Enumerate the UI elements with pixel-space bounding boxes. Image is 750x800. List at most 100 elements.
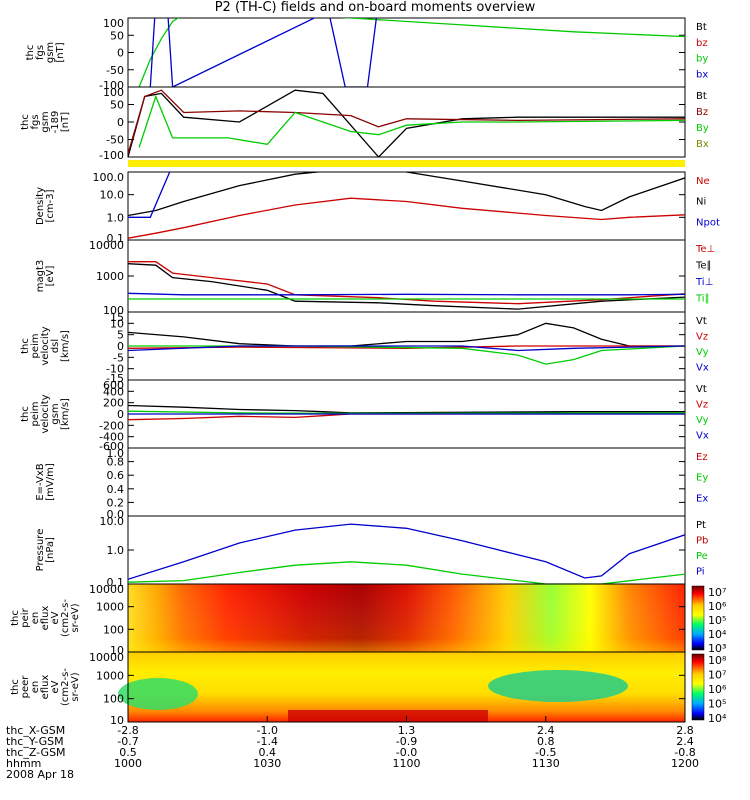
y-label-line: thc	[10, 679, 21, 695]
y-axis-label: Pressure[nPa]	[35, 529, 56, 572]
legend-entry: Bt	[696, 22, 707, 33]
y-tick-label: -600	[99, 440, 124, 453]
y-tick-label: 10.0	[100, 189, 125, 202]
y-axis-label: E=-VxB[mV/m]	[35, 463, 56, 501]
y-label-line: [eV]	[45, 266, 56, 287]
x-row-value: 0.4	[258, 746, 277, 759]
y-label-line: sr-eV)	[70, 603, 81, 632]
legend-entry: Pi	[696, 567, 705, 578]
legend-entry: Bt	[696, 91, 707, 102]
legend-entry: Vy	[696, 415, 709, 426]
y-tick-label: -100	[99, 149, 124, 162]
series-line-Te∥	[128, 263, 685, 310]
legend-entry: Pb	[696, 536, 708, 547]
series-group	[128, 322, 685, 365]
y-label-line: velocity	[40, 394, 51, 433]
legend-entry: Npot	[696, 217, 720, 228]
y-axis-label: Density[cm-3]	[35, 187, 56, 225]
y-tick-label: 10	[110, 644, 124, 657]
y-label-line: peim	[30, 333, 41, 358]
y-axis-label: magt3[eV]	[35, 260, 56, 293]
y-label-line: gsm	[45, 42, 56, 63]
x-row-value: 0.5	[119, 746, 137, 759]
heatmap-electron-blob	[488, 670, 628, 702]
y-axis-label: thcpeerenefluxeV(cm2-s-sr-eV)	[10, 668, 81, 706]
x-row-value: 0.8	[537, 735, 555, 748]
x-row-value: 2.4	[676, 735, 694, 748]
y-tick-label: 10	[110, 714, 124, 727]
y-label-line: sr-eV)	[70, 672, 81, 701]
legend-entry: by	[696, 54, 708, 65]
colorbar	[691, 585, 705, 651]
x-row-value: -2.8	[117, 724, 139, 737]
panel-9: thcpeirenefluxeV(cm2-s-sr-eV)	[10, 583, 705, 653]
y-label-line: thc	[20, 406, 31, 422]
panel-frame	[127, 447, 686, 517]
series-line-Ni	[128, 172, 685, 217]
series-line-Vx	[128, 345, 685, 352]
y-label-line: eflux	[40, 675, 51, 700]
y-label-line: [cm-3]	[45, 189, 56, 222]
x-row-value: 1000	[114, 757, 142, 770]
panel-1: thcfgsgsm[nT]	[25, 17, 686, 88]
legend-entry: Ti⊥	[695, 277, 713, 288]
y-tick-label: -50	[106, 134, 124, 147]
legend-entry: bx	[696, 69, 708, 80]
y-tick-label: 1.0	[107, 211, 125, 224]
y-tick-label: 100	[103, 623, 124, 636]
y-tick-label: 100	[103, 86, 124, 99]
y-tick-label: 15	[110, 311, 124, 324]
y-tick-label: 1000	[96, 270, 124, 283]
series-group	[128, 404, 685, 421]
y-label-line: gsm	[50, 403, 61, 424]
panel-frame	[127, 515, 686, 585]
date-label: 2008 Apr 18	[6, 768, 75, 781]
y-label-line: [nT]	[55, 42, 66, 62]
series-line-Te⊥	[128, 261, 685, 305]
series-line-Vy	[128, 410, 685, 415]
y-tick-label: 50	[110, 29, 124, 42]
y-label-line: E=-VxB	[35, 463, 46, 500]
series-line-Pi	[128, 523, 685, 580]
y-label-line: [nPa]	[45, 537, 56, 563]
x-row-value: -1.0	[256, 724, 278, 737]
series-group	[128, 261, 685, 310]
series-line-Ti⊥	[128, 292, 685, 296]
series-group	[128, 523, 685, 584]
series-line-Ne	[128, 197, 685, 239]
series-line-by	[138, 18, 685, 87]
y-tick-label: 0.1	[107, 576, 125, 589]
y-label-line: eV	[50, 680, 61, 693]
y-tick-label: 10.0	[100, 515, 125, 528]
x-row-value: -0.0	[395, 746, 418, 759]
x-row-value: 2.4	[537, 724, 555, 737]
y-tick-label: 1.0	[107, 544, 125, 557]
page-title: P2 (TH-C) fields and on-board moments ov…	[214, 0, 536, 15]
legend-entry: Vy	[696, 347, 709, 358]
y-tick-label: 100	[103, 304, 124, 317]
legend-entry: Ne	[696, 176, 710, 187]
x-row-value: 1100	[392, 757, 421, 770]
colorbar-tick-label: 10⁵	[708, 698, 726, 711]
colorbar-scale	[691, 585, 705, 651]
x-row-value: 2.8	[676, 724, 694, 737]
y-tick-label: 0.8	[107, 456, 125, 469]
x-row-label: hhmm	[6, 757, 42, 770]
x-row-label: thc_X-GSM	[6, 724, 66, 737]
y-tick-label: 100	[103, 693, 124, 706]
y-label-line: velocity	[40, 326, 51, 365]
panel-3: Density[cm-3]	[35, 171, 686, 241]
series-line-By	[138, 94, 685, 148]
heatmap-electron-blob	[118, 678, 198, 710]
y-tick-label: 10000	[89, 239, 124, 252]
y-tick-label: 600	[103, 379, 124, 392]
x-row-value: 1030	[253, 757, 282, 770]
y-tick-label: -100	[99, 79, 124, 92]
y-label-line: eV	[50, 611, 61, 624]
series-line-Bz	[128, 89, 685, 154]
series-line-Pe	[128, 561, 685, 584]
legend-entry: Vt	[696, 316, 707, 327]
panel-frame	[127, 171, 686, 241]
y-label-line: thc	[20, 338, 31, 354]
y-label-line: peim	[30, 401, 41, 426]
